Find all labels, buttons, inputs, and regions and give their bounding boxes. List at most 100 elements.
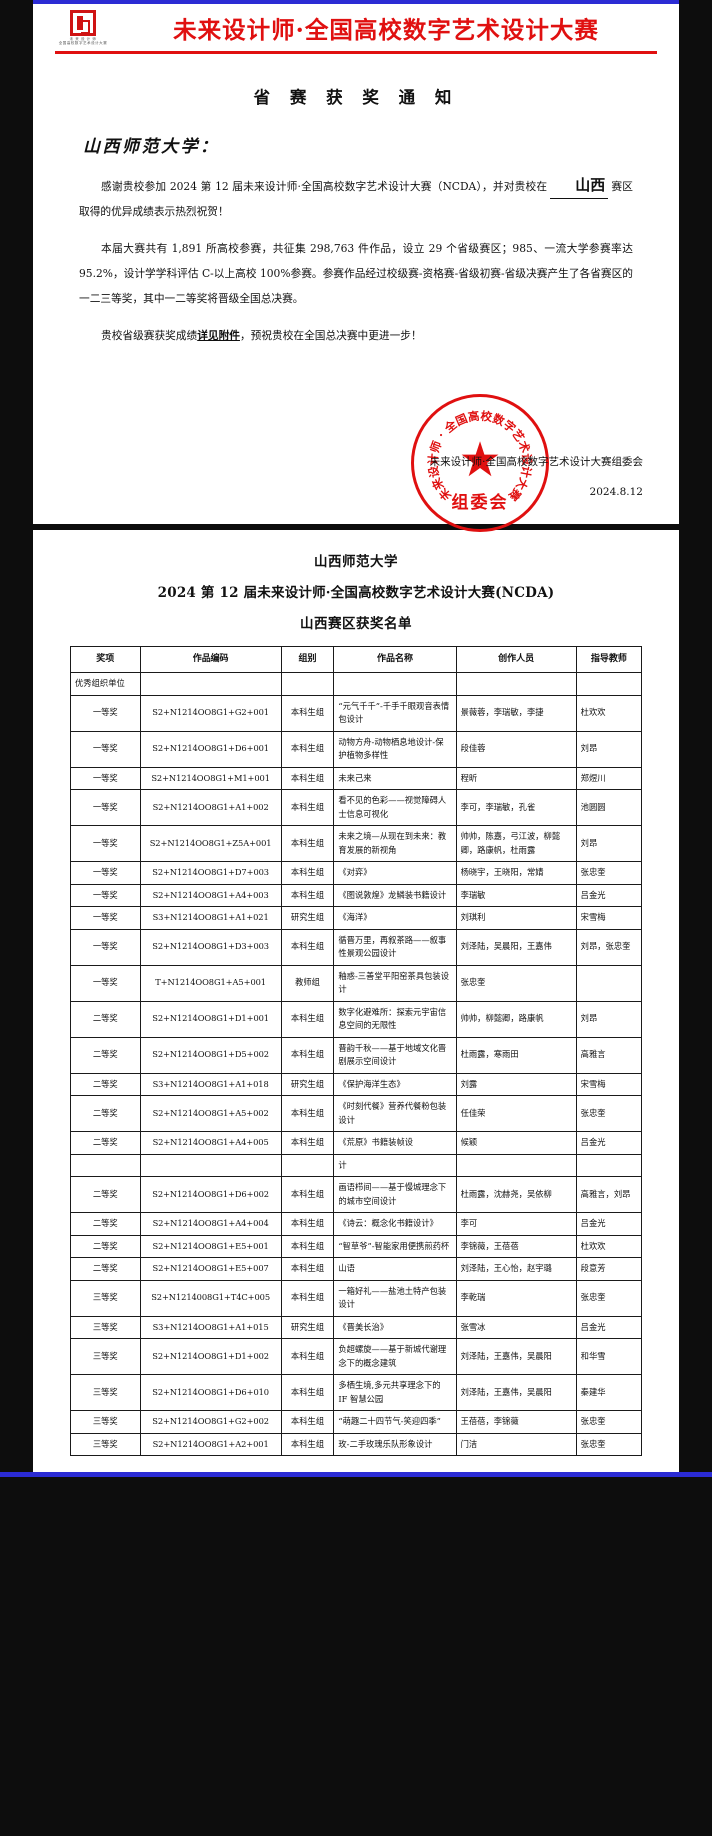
logo-caption-line1: 未 来 设 计 师 — [69, 37, 97, 42]
cell-group: 本科生组 — [280, 1000, 335, 1038]
cell-title: 晋韵千秋——基于地域文化晋剧展示空间设计 — [333, 1036, 457, 1074]
cell-mentor: 吕金光 — [575, 1315, 643, 1339]
cell-people: 景薇蓉，李瑞敏，李捷 — [455, 694, 577, 732]
cell-code: S3+N1214OO8G1+A1+021 — [139, 906, 282, 930]
cell-mentor: 吕金光 — [575, 1212, 643, 1236]
cell-people: 刘泽陆，王心怡，赵宇璐 — [455, 1257, 577, 1281]
cell-code: S2+N1214OO8G1+E5+007 — [139, 1257, 282, 1281]
cell-group — [280, 672, 335, 696]
document-page: 未 来 设 计 师 全国高校数字艺术设计大赛 未来设计师·全国高校数字艺术设计大… — [0, 0, 712, 1477]
cell-group: 本科生组 — [280, 1279, 335, 1317]
cell-award: 二等奖 — [70, 1212, 141, 1236]
cell-mentor: 张忠奎 — [575, 1095, 643, 1132]
cell-title: 山语 — [333, 1257, 457, 1281]
seal-star-icon: ★ — [458, 431, 502, 488]
cell-title: 负超螺旋——基于新城代谢理念下的概念建筑 — [333, 1338, 457, 1375]
cell-code: S2+N1214OO8G1+D6+002 — [139, 1176, 282, 1213]
cell-award: 二等奖 — [70, 1176, 141, 1213]
competition-logo: 未 来 设 计 师 全国高校数字艺术设计大赛 — [55, 10, 111, 46]
cell-group: 本科生组 — [280, 766, 335, 790]
cell-group: 本科生组 — [280, 1257, 335, 1281]
cell-title — [333, 672, 457, 696]
cell-award: 一等奖 — [70, 883, 141, 907]
column-header-mentor: 指导教师 — [575, 645, 643, 673]
cell-mentor: 秦建华 — [575, 1374, 643, 1411]
cell-group: 本科生组 — [280, 928, 335, 966]
cell-mentor: 刘昂，张忠奎 — [575, 928, 643, 966]
top-blue-border — [33, 0, 679, 4]
attachment-link[interactable]: 详见附件 — [197, 328, 240, 342]
table-row: 三等奖 S2+N1214OO8G1+D1+002 本科生组 负超螺旋——基于新城代谢理… — [70, 1338, 643, 1375]
cell-award: 三等奖 — [70, 1279, 141, 1317]
cell-mentor: 段意芳 — [575, 1257, 643, 1281]
list-university-name: 山西师范大学 — [314, 553, 398, 570]
cell-code: S3+N1214OO8G1+A1+018 — [139, 1072, 282, 1096]
cell-award: 三等奖 — [70, 1432, 141, 1456]
cell-group: 教师组 — [280, 964, 335, 1002]
cell-title: 动物方舟-动物栖息地设计-保护植物多样性 — [333, 730, 457, 768]
cell-award: 一等奖 — [70, 730, 141, 768]
official-seal: 未来设计师 · 全国高校数字艺术设计大赛 ★ 组委会 — [411, 393, 549, 532]
cell-code: S2+N1214OO8G1+D6+001 — [139, 730, 282, 768]
cell-people: 张忠奎 — [455, 964, 577, 1002]
cell-code: S2+N1214OO8G1+E5+001 — [139, 1234, 282, 1258]
cell-group: 本科生组 — [280, 883, 335, 907]
cell-mentor: 刘昂 — [575, 825, 643, 862]
cell-people: 李瑞敏 — [455, 883, 577, 907]
cell-people: 李可，李瑞敏，孔雀 — [455, 789, 577, 826]
cell-mentor: 杜欢欢 — [575, 1234, 643, 1258]
cell-code: S2+N1214OO8G1+D6+010 — [139, 1374, 282, 1411]
column-header-title: 作品名称 — [333, 645, 457, 673]
cell-group: 本科生组 — [280, 1131, 335, 1155]
cell-title: “智草爷”-智能家用便携煎药杯 — [333, 1234, 457, 1258]
cell-award: 二等奖 — [70, 1072, 141, 1096]
cell-award: 三等奖 — [70, 1315, 141, 1339]
cell-code — [139, 1153, 282, 1177]
table-row: 一等奖 S3+N1214OO8G1+A1+021 研究生组 《海洋》 刘琪利 宋雪梅 — [70, 906, 643, 930]
cell-people: 刘泽陆，王嘉伟，吴晨阳 — [455, 1338, 577, 1375]
column-header-group: 组别 — [280, 645, 335, 673]
award-list-sheet: 山西师范大学 2024 第 12 届未来设计师·全国高校数字艺术设计大赛(NCD… — [32, 529, 680, 1472]
cell-mentor: 郑煜川 — [575, 766, 643, 790]
cell-code: S2+N1214OO8G1+D1+002 — [139, 1338, 282, 1375]
cell-award: 二等奖 — [70, 1257, 141, 1281]
table-row: 二等奖 S2+N1214OO8G1+E5+007 本科生组 山语 刘泽陆，王心怡，赵宇璐… — [70, 1257, 643, 1281]
cell-award: 一等奖 — [70, 789, 141, 826]
cell-award: 三等奖 — [70, 1338, 141, 1375]
cell-title: 未来之境—从现在到未来：教育发展的新视角 — [333, 825, 457, 862]
cell-code: S2+N1214OO8G1+A5+002 — [139, 1095, 282, 1132]
cell-mentor — [575, 964, 643, 1002]
awards-table: 奖项 作品编码 组别 作品名称 创作人员 指导教师 优秀组织单位 一等奖 S2+N1… — [70, 645, 643, 1457]
paragraph-3-pre: 贵校省级赛获奖成绩 — [101, 328, 198, 342]
signature-date: 2024.8.12 — [589, 485, 643, 498]
table-row: 二等奖 S2+N1214OO8G1+E5+001 本科生组 “智草爷”-智能家用便携煎… — [70, 1234, 643, 1258]
cell-award: 三等奖 — [70, 1410, 141, 1434]
cell-title: 多栖生境,多元共享理念下的 IF 智慧公园 — [333, 1374, 457, 1411]
cell-code: S2+N1214OO8G1+G2+001 — [139, 694, 282, 732]
table-row: 一等奖 T+N1214OO8G1+A5+001 教师组 釉惑-三善堂平阳窑茶具包装设计… — [70, 964, 643, 1002]
cell-people: 候颖 — [455, 1131, 577, 1155]
cell-title: 《晋美长治》 — [333, 1315, 457, 1339]
column-header-code: 作品编码 — [139, 645, 282, 673]
cell-mentor: 和华雪 — [575, 1338, 643, 1375]
cell-mentor: 高雅言 — [575, 1036, 643, 1074]
cell-people: 帅帅，柳懿卿，路康帆 — [455, 1000, 577, 1038]
cell-people: 李可 — [455, 1212, 577, 1236]
cell-people — [455, 672, 577, 696]
cell-mentor: 吕金光 — [575, 1131, 643, 1155]
awards-table-body: 优秀组织单位 一等奖 S2+N1214OO8G1+G2+001 本科生组 “元气千千”-… — [70, 672, 643, 1456]
cell-group: 本科生组 — [280, 1212, 335, 1236]
cell-title: 《荒原》书籍装帧设 — [333, 1131, 457, 1155]
cell-award: 一等奖 — [70, 694, 141, 732]
seal-center-text: 组委会 — [451, 492, 509, 513]
table-row: 一等奖 S2+N1214OO8G1+A4+003 本科生组 《图说敦煌》龙鳞装书籍设计… — [70, 883, 643, 907]
cell-award: 二等奖 — [70, 1131, 141, 1155]
letterhead-divider — [55, 51, 657, 54]
cell-title: 一箱好礼——盐池土特产包装设计 — [333, 1279, 457, 1317]
table-row: 二等奖 S2+N1214OO8G1+A4+005 本科生组 《荒原》书籍装帧设 候颖 吕金… — [70, 1131, 643, 1155]
cell-title: 《诗云：概念化书籍设计》 — [333, 1212, 457, 1236]
column-header-award: 奖项 — [70, 645, 141, 673]
cell-group: 研究生组 — [280, 906, 335, 930]
paragraph-3: 贵校省级赛获奖成绩详见附件，预祝贵校在全国总决赛中更进一步！ — [79, 323, 633, 348]
table-row: 三等奖 S2+N1214008G1+T4C+005 本科生组 一箱好礼——盐池土特产包… — [70, 1279, 643, 1317]
